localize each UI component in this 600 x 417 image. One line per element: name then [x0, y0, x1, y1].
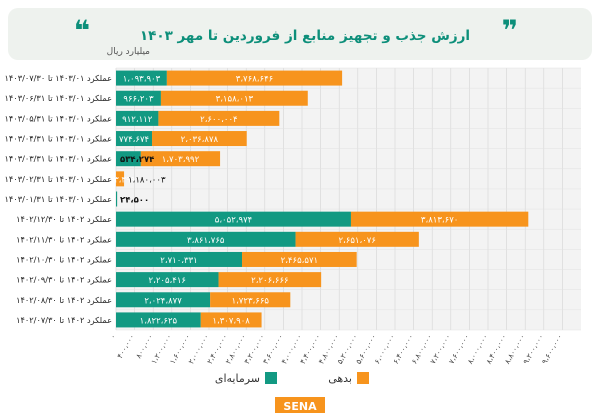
plot-area [116, 68, 581, 330]
unit-label: میلیارد ریال [107, 47, 151, 57]
bar-equity [116, 151, 141, 167]
bar-label-debt: ۱،۷۲۳،۶۶۵ [232, 296, 270, 306]
category-label: عملکرد ۱۴۰۳/۰۱ تا ۱۴۰۳/۰۴/۳۱ [5, 134, 113, 144]
bar-debt [350, 211, 529, 227]
bar-label-debt: ۲،۲۰۶،۶۶۶ [251, 276, 288, 286]
category-label: عملکرد ۱۴۰۳/۰۱ تا ۱۴۰۳/۰۲/۳۱ [5, 174, 113, 184]
category-label: عملکرد ۱۴۰۲ تا ۱۴۰۲/۰۷/۳۰ [16, 315, 112, 325]
legend-swatch-equity [265, 372, 277, 384]
category-label: عملکرد ۱۴۰۲ تا ۱۴۰۲/۰۹/۳۰ [16, 275, 112, 285]
bar-label-debt: ۳،۱۵۸،۰۱۳ [216, 95, 254, 105]
bar-label-debt: ۳،۷۶۸،۶۴۶ [236, 75, 273, 85]
category-label: عملکرد ۱۴۰۲ تا ۱۴۰۲/۱۲/۳۰ [16, 214, 112, 224]
bar-label-equity: ۳،۸۶۱،۷۶۵ [187, 236, 225, 246]
category-label: عملکرد ۱۴۰۲ تا ۱۴۰۲/۱۱/۳۰ [16, 234, 112, 244]
bar-label-debt: ۱،۷۰۳،۹۹۲ [162, 155, 200, 165]
bar-label-equity: ۵۳۴،۲۷۴ [120, 155, 154, 165]
bar-debt [160, 90, 308, 106]
bar-debt [200, 312, 262, 328]
bar-debt [218, 272, 322, 288]
category-label: عملکرد ۱۴۰۲ تا ۱۴۰۲/۰۸/۳۰ [16, 295, 112, 305]
legend-swatch-debt [357, 372, 369, 384]
bar-annotation: ۱،۱۸۰،۰۰۳ [128, 175, 166, 185]
bar-label-equity: ۲،۰۲۴،۸۷۷ [144, 296, 182, 306]
bar-equity [116, 312, 201, 328]
bar-label-debt: ۲،۰۳۶،۸۷۸ [181, 135, 219, 145]
bar-label-debt: ۳،۸۱۳،۶۷۰ [421, 216, 458, 226]
bar-label-equity: ۵،۰۵۲،۹۷۴ [215, 216, 252, 226]
category-label: عملکرد ۱۴۰۳/۰۱ تا ۱۴۰۳/۰۳/۳۱ [5, 154, 113, 164]
legend-label-equity: سرمایه‌ای [215, 372, 260, 385]
bar-label-debt: ۲،۶۵۱،۰۷۶ [338, 236, 375, 246]
bar-label-debt: ۱،۳۰۷،۹۰۸ [212, 316, 250, 326]
bar-label-equity: ۷۷۴،۶۷۴ [119, 135, 149, 145]
x-tick-label: ۰ [108, 333, 118, 341]
bar-equity [116, 90, 161, 106]
bar-label-equity: ۹۱۲،۱۱۲ [122, 115, 153, 125]
bar-debt [295, 231, 419, 247]
bar-equity [116, 191, 118, 207]
bar-debt [210, 292, 291, 308]
bar-debt [158, 110, 280, 126]
bar-debt [140, 151, 221, 167]
legend: بدهی سرمایه‌ای [215, 372, 369, 385]
bar-label-equity: ۹۶۶،۲۰۳ [123, 95, 154, 105]
bar-label-debt: ۲،۴۶۵،۵۷۱ [281, 256, 318, 266]
bar-label-equity: ۲۴،۵۰۰ [120, 196, 149, 206]
bars [116, 70, 529, 328]
category-label: عملکرد ۱۴۰۳/۰۱ تا ۱۴۰۳/۰۷/۳۰ [5, 73, 113, 83]
bar-label-debt: ۲،۶۰۰،۰۰۴ [200, 115, 237, 125]
bar-equity [116, 70, 167, 86]
category-label: عملکرد ۱۴۰۳/۰۱ تا ۱۴۰۳/۰۶/۳۱ [5, 93, 113, 103]
quote-icon: ❞ [502, 14, 518, 47]
bar-equity [116, 272, 219, 288]
legend-label-debt: بدهی [328, 372, 352, 385]
bar-label-debt: ۱۷۳،۳۹۹ [105, 175, 136, 185]
bar-equity [116, 110, 159, 126]
bar-equity [116, 231, 296, 247]
bar-equity [116, 251, 243, 267]
bar-label-equity: ۲،۷۱۰،۳۳۱ [160, 256, 197, 266]
bar-label-equity: ۱،۰۹۳،۹۰۳ [123, 75, 161, 85]
bar-label-equity: ۱،۸۲۲،۶۲۵ [140, 316, 178, 326]
brand-logo: SENA [275, 397, 325, 413]
bar-debt [116, 171, 125, 187]
brand-text: SENA [283, 400, 317, 413]
page-title: ارزش جذب و تجهیز منابع از فروردین تا مهر… [140, 28, 470, 44]
category-labels: عملکرد ۱۴۰۳/۰۱ تا ۱۴۰۳/۰۷/۳۰ عملکرد ۱۴۰۳/… [5, 73, 113, 325]
bar-debt [152, 131, 247, 147]
bar-debt [242, 251, 357, 267]
brand-logo-box [275, 397, 325, 413]
category-label: عملکرد ۱۴۰۳/۰۱ تا ۱۴۰۳/۰۵/۳۱ [5, 113, 113, 123]
bar-equity [116, 292, 211, 308]
bar-equity [116, 131, 153, 147]
bar-label-equity: ۲،۲۰۵،۴۱۶ [149, 276, 186, 286]
header-card [8, 8, 592, 60]
bar-labels: ۱،۰۹۳،۹۰۳ ۳،۷۶۸،۶۴۶ ۹۶۶،۲۰۳ ۳،۱۵۸،۰۱۳ ۹۱۲،۱۱… [105, 75, 458, 327]
quote-open-icon: ❝ [74, 14, 90, 47]
category-label: عملکرد ۱۴۰۳/۰۱ تا ۱۴۰۳/۰۱/۳۱ [5, 194, 113, 204]
bar-debt [166, 70, 343, 86]
bar-equity [116, 211, 351, 227]
category-label: عملکرد ۱۴۰۲ تا ۱۴۰۲/۱۰/۳۰ [16, 254, 112, 264]
